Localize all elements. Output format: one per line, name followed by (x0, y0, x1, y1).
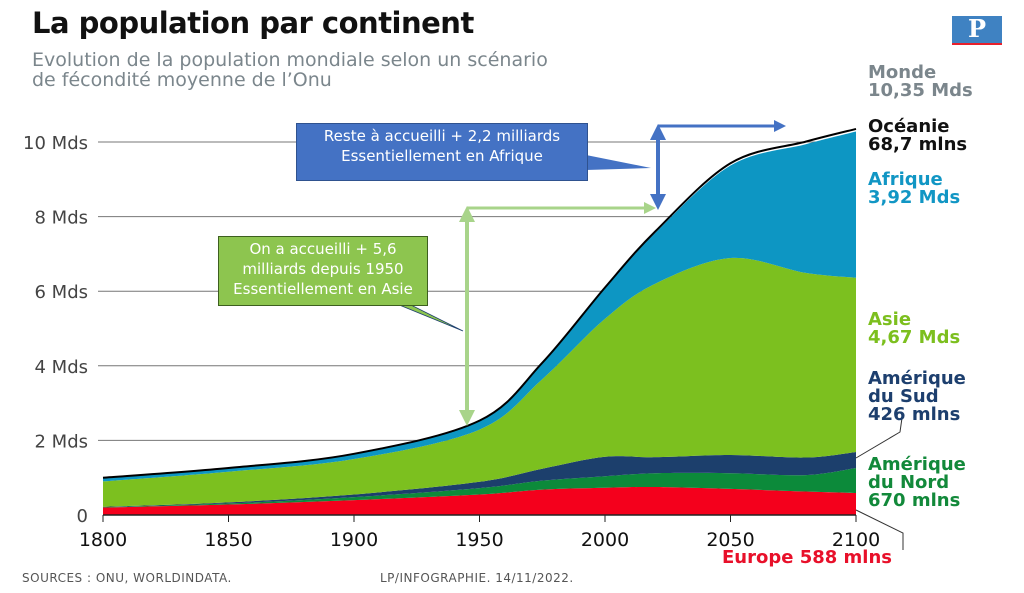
label-monde-name: Monde (868, 62, 937, 83)
label-asie-name: Asie (868, 309, 912, 330)
area-am-rique-du-nord (103, 468, 856, 508)
callout-tail-africa (586, 155, 651, 170)
label-amnord-name-2: du Nord (868, 472, 950, 493)
chart-title: La population par continent (32, 6, 474, 40)
label-amsud-value: 426 mlns (868, 404, 961, 425)
callout-tail-asia (391, 301, 464, 332)
stacked-areas (102, 127, 857, 515)
leader-europe (855, 509, 904, 550)
label-europe: Europe 588 mlns (722, 547, 893, 568)
y-tick-label: 10 Mds (23, 133, 88, 154)
annotation-africa-line-1: Reste à accueilli + 2,2 milliards (323, 127, 561, 145)
footer-sources: SOURCES : ONU, WORLDINDATA. (22, 571, 232, 585)
annotation-africa-box: Reste à accueilli + 2,2 milliards Essent… (296, 123, 588, 181)
annotation-asia-line-3: Essentiellement en Asie (233, 280, 413, 298)
label-amsud-name-1: Amérique (868, 368, 966, 389)
leader-amerique-sud (855, 417, 903, 459)
label-afrique-name: Afrique (868, 169, 943, 190)
y-tick-label: 4 Mds (34, 357, 88, 378)
subtitle-line-2: de fécondité moyenne de l’Onu (32, 69, 332, 91)
y-tick-label: 8 Mds (34, 208, 88, 229)
x-tick-label: 2050 (706, 529, 754, 551)
axes: 0 2 Mds 4 Mds 6 Mds 8 Mds 10 Mds 1800 1850 1900 1… (23, 133, 880, 551)
x-tick-label: 1900 (330, 529, 378, 551)
annotation-asia-box: On a accueilli + 5,6 milliards depuis 19… (218, 236, 428, 306)
annotation-africa-line-2: Essentiellement en Afrique (341, 147, 543, 165)
label-afrique: Afrique 3,92 Mds (868, 171, 960, 207)
area-asie (103, 257, 856, 507)
area-am-rique-du-sud (103, 451, 856, 508)
label-afrique-value: 3,92 Mds (868, 187, 961, 208)
publisher-logo-icon: P (952, 16, 1002, 45)
chart-subtitle: Evolution de la population mondiale selo… (32, 50, 832, 90)
label-monde-value: 10,35 Mds (868, 80, 973, 101)
label-monde: Monde 10,35 Mds (868, 64, 973, 100)
y-tick-label: 2 Mds (34, 431, 88, 452)
x-tick-label: 2000 (581, 529, 629, 551)
annotation-asia-line-2: milliards depuis 1950 (242, 260, 404, 278)
label-oceanie-name: Océanie (868, 116, 950, 137)
label-amerique-sud: Amérique du Sud 426 mlns (868, 370, 966, 424)
subtitle-line-1: Evolution de la population mondiale selo… (32, 49, 548, 71)
label-oceanie: Océanie 68,7 mlns (868, 118, 967, 154)
label-leader-lines (855, 417, 904, 550)
label-amerique-nord: Amérique du Nord 670 mlns (868, 456, 966, 510)
annotation-arrows (391, 120, 786, 426)
line-monde-oceanie (102, 127, 857, 479)
x-tick-label: 1800 (79, 529, 127, 551)
label-oceanie-value: 68,7 mlns (868, 134, 968, 155)
label-amsud-name-2: du Sud (868, 386, 939, 407)
y-tick-label: 6 Mds (34, 282, 88, 303)
x-tick-label: 1950 (455, 529, 503, 551)
area-europe (103, 486, 856, 515)
label-amnord-value: 670 mlns (868, 490, 961, 511)
footer-credit: LP/INFOGRAPHIE. 14/11/2022. (380, 571, 574, 585)
y-tick-label: 0 (77, 506, 88, 527)
area-afrique (103, 131, 856, 482)
label-asie-value: 4,67 Mds (868, 327, 961, 348)
x-tick-label: 2100 (832, 529, 880, 551)
x-tick-label: 1850 (204, 529, 252, 551)
annotation-asia-line-1: On a accueilli + 5,6 (249, 240, 397, 258)
label-asie: Asie 4,67 Mds (868, 311, 960, 347)
label-amnord-name-1: Amérique (868, 454, 966, 475)
